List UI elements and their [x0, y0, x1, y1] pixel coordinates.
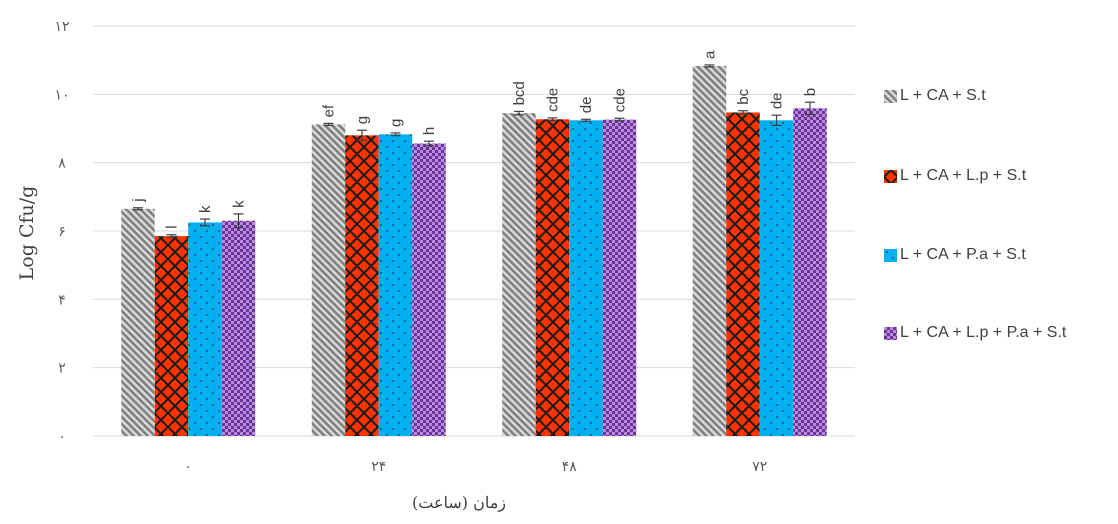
bar: [726, 112, 760, 437]
bar: [121, 208, 155, 436]
data-label: g: [354, 116, 371, 124]
bar: [345, 135, 379, 437]
legend-swatch: [884, 248, 897, 262]
bar: [154, 236, 189, 436]
y-tick-label: ۶: [58, 223, 66, 239]
y-tick-label: ۱۲: [54, 18, 69, 34]
data-label: j: [130, 198, 147, 202]
data-label: cde: [545, 88, 562, 112]
legend-label: L + CA + S.t: [900, 87, 986, 104]
bar: [535, 119, 570, 437]
bar: [378, 134, 413, 436]
x-tick-label: ۴۸: [562, 458, 578, 474]
bar: [793, 108, 827, 436]
legend-item: L + CA + S.t: [884, 84, 986, 108]
bar: [759, 120, 794, 437]
legend-swatch-fill: [884, 326, 897, 340]
data-label: bc: [735, 88, 752, 104]
legend-label: L + CA + P.a + S.t: [900, 246, 1026, 263]
data-label: de: [578, 97, 595, 114]
data-label: k: [231, 200, 248, 208]
legend-label: L + CA + L.p + P.a + S.t: [900, 324, 1067, 341]
legend-swatch: [884, 169, 897, 183]
bar: [502, 113, 536, 436]
legend-swatch: [884, 326, 897, 340]
x-tick-label: ۲۴: [371, 458, 386, 474]
legend-swatch-fill: [884, 169, 897, 183]
data-label: cde: [612, 88, 629, 112]
bar: [569, 120, 603, 437]
legend-swatch-fill: [884, 248, 897, 262]
legend-label: L + CA + L.p + S.t: [900, 167, 1027, 184]
legend: L + CA + S.t L + CA + L.p + S.t L + CA + P…: [884, 0, 1118, 519]
data-label: h: [421, 127, 438, 135]
data-label: bcd: [511, 81, 528, 105]
data-label: ef: [321, 104, 338, 117]
x-tick-label: ۷۲: [752, 458, 767, 474]
legend-swatch: [884, 89, 897, 103]
legend-item: L + CA + L.p + P.a + S.t: [884, 321, 1066, 345]
bar: [188, 222, 222, 436]
y-tick-label: ۸: [58, 155, 66, 171]
data-label: l: [164, 225, 181, 228]
bar: [602, 119, 637, 436]
legend-item: L + CA + P.a + S.t: [884, 243, 1026, 267]
bar: [221, 220, 256, 436]
bar: [412, 143, 446, 437]
x-tick-label: ۰: [184, 458, 192, 474]
y-tick-label: ۰: [58, 428, 66, 444]
legend-swatch-fill: [884, 89, 897, 103]
data-label: a: [702, 50, 719, 59]
legend-item: L + CA + L.p + S.t: [884, 164, 1026, 188]
data-label: b: [802, 88, 819, 96]
y-axis-title: Log Cfu/g: [16, 186, 38, 281]
y-tick-label: ۱۰: [54, 86, 69, 102]
bar: [692, 65, 727, 436]
bar: [311, 124, 346, 437]
y-tick-label: ۴: [58, 291, 66, 307]
data-label: de: [769, 92, 786, 109]
data-label: k: [197, 205, 214, 213]
y-tick-label: ۲: [58, 360, 66, 376]
bars: [121, 64, 827, 437]
x-axis-title: زمان (ساعت): [412, 493, 506, 512]
data-label: g: [388, 119, 405, 127]
